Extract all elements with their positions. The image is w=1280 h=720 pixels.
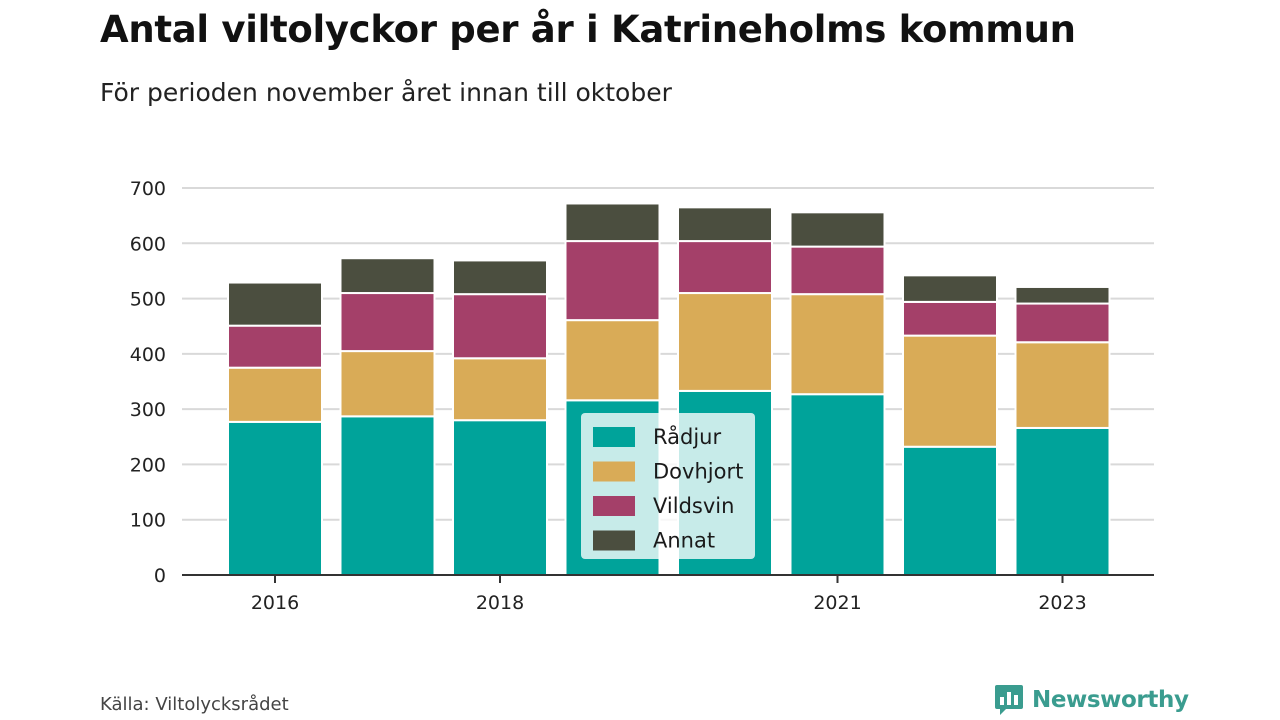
bar-2018-Vildsvin [452, 293, 548, 360]
newsworthy-logo-icon [995, 685, 1023, 715]
bar-2017-Vildsvin [339, 292, 436, 353]
x-tick-label-2023: 2023 [1038, 592, 1086, 614]
bar-2023-Vildsvin [1014, 302, 1111, 344]
brand-logo: Newsworthy [994, 683, 1189, 717]
legend-swatch-Vildsvin [593, 496, 635, 516]
x-axis-ticks: 2016 2018 2021 2023 [251, 575, 1087, 614]
bar-2018-Dovhjort [452, 357, 548, 422]
bar-2023-Rådjur [1014, 426, 1111, 576]
y-tick-label-300: 300 [130, 399, 166, 421]
y-axis-ticks: 0 100 200 300 400 500 600 700 [130, 178, 166, 587]
chart-title: Antal viltolyckor per år i Katrineholms … [100, 8, 1076, 51]
bar-2019-Annat [564, 202, 661, 243]
bar-2022-Rådjur [902, 445, 998, 577]
y-tick-label-200: 200 [130, 454, 166, 476]
bar-2021-Annat [789, 211, 886, 248]
bar-2023-Annat [1014, 285, 1111, 305]
legend-label-Rådjur: Rådjur [653, 424, 721, 449]
bar-2018-Annat [452, 259, 548, 296]
y-tick-label-0: 0 [154, 565, 166, 587]
legend-box [581, 413, 755, 559]
bar-2019-Dovhjort [564, 319, 661, 402]
bar-2022-Dovhjort [902, 334, 998, 448]
bar-2023-Dovhjort [1014, 341, 1111, 429]
bar-2019-Vildsvin [564, 240, 661, 322]
legend-label-Dovhjort: Dovhjort [653, 460, 743, 484]
bar-2017-Rådjur [339, 415, 436, 576]
bar-2018-Rådjur [452, 419, 548, 577]
x-tick-label-2021: 2021 [813, 592, 861, 614]
x-tick-label-2016: 2016 [251, 592, 299, 614]
bar-2020-Dovhjort [677, 292, 773, 392]
bar-2021-Rådjur [789, 393, 886, 577]
legend-swatch-Dovhjort [593, 461, 635, 482]
y-tick-label-700: 700 [130, 178, 166, 200]
legend: Rådjur Dovhjort Vildsvin Annat [581, 413, 755, 559]
bar-2016-Dovhjort [227, 366, 323, 423]
bar-2016-Rådjur [227, 420, 323, 577]
bar-2022-Vildsvin [902, 300, 998, 337]
bar-2017-Dovhjort [339, 350, 436, 418]
bar-2020-Annat [677, 206, 773, 243]
source-note: Källa: Viltolycksrådet [100, 694, 289, 715]
chart-subtitle: För perioden november året innan till ok… [100, 78, 672, 107]
y-tick-label-400: 400 [130, 344, 166, 366]
legend-swatch-Annat [593, 530, 635, 551]
y-tick-label-100: 100 [130, 510, 166, 532]
y-tick-label-600: 600 [130, 233, 166, 255]
bar-2022-Annat [902, 274, 998, 303]
legend-label-Annat: Annat [653, 529, 715, 553]
brand-name: Newsworthy [1032, 687, 1189, 713]
y-tick-label-500: 500 [130, 289, 166, 311]
bar-2021-Dovhjort [789, 293, 886, 396]
bar-2017-Annat [339, 257, 436, 295]
bar-2016-Vildsvin [227, 324, 323, 369]
legend-swatch-Rådjur [593, 427, 635, 447]
x-tick-label-2018: 2018 [476, 592, 524, 614]
legend-label-Vildsvin: Vildsvin [653, 494, 734, 518]
bar-2021-Vildsvin [789, 245, 886, 296]
bar-2016-Annat [227, 281, 323, 327]
bar-2020-Vildsvin [677, 240, 773, 295]
